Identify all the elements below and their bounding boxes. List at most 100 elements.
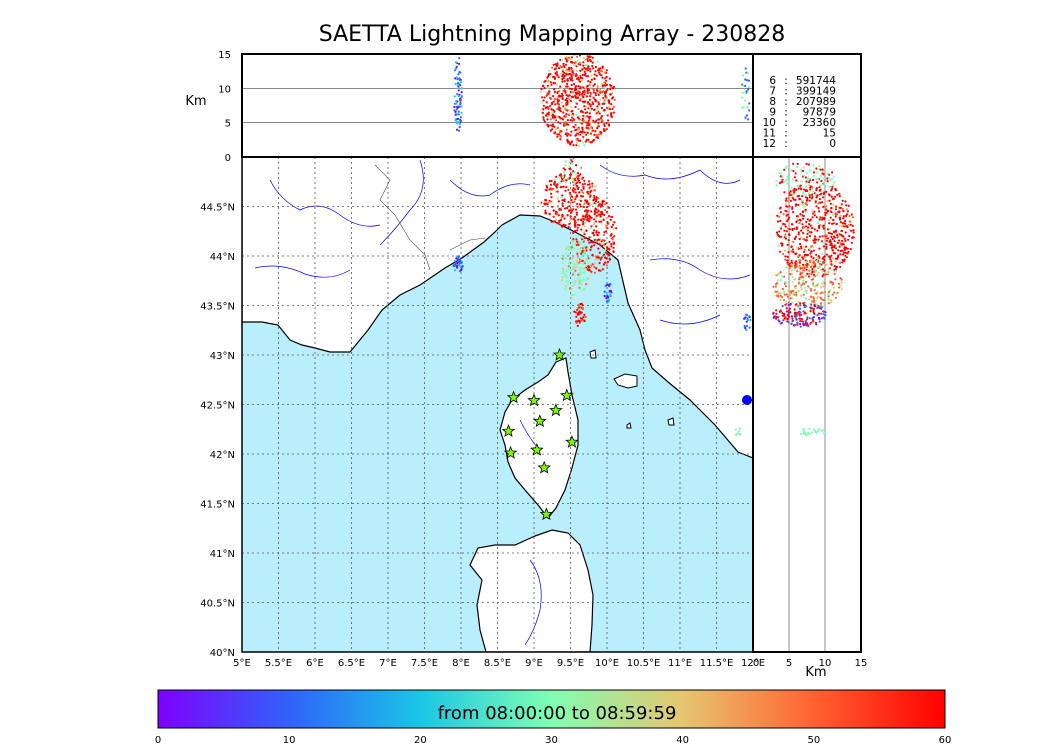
flash-point xyxy=(604,77,607,80)
flash-point xyxy=(814,285,817,288)
flash-point xyxy=(556,62,559,65)
top-y-tick-label: 0 xyxy=(225,153,231,164)
flash-point xyxy=(560,180,563,183)
flash-point xyxy=(570,208,573,211)
flash-point xyxy=(796,218,799,221)
flash-point xyxy=(801,320,804,323)
flash-point xyxy=(576,324,579,327)
flash-point xyxy=(777,244,780,247)
flash-point xyxy=(550,220,553,223)
flash-point xyxy=(567,280,570,283)
flash-point xyxy=(804,322,807,325)
flash-point xyxy=(779,294,782,297)
flash-point xyxy=(802,269,805,272)
flash-point xyxy=(745,328,748,331)
flash-point xyxy=(781,312,784,315)
flash-point xyxy=(602,109,606,112)
flash-point xyxy=(561,202,564,205)
flash-point xyxy=(554,179,557,182)
flash-point xyxy=(579,97,582,100)
flash-point xyxy=(459,71,462,74)
flash-point xyxy=(817,282,820,285)
flash-point xyxy=(833,244,837,247)
flash-point xyxy=(583,70,586,73)
border-line xyxy=(374,164,431,271)
flash-point xyxy=(823,269,826,272)
flash-point xyxy=(832,222,835,225)
flash-point xyxy=(578,93,581,97)
flash-point xyxy=(828,199,831,202)
flash-point xyxy=(778,320,781,323)
flash-point xyxy=(795,303,798,306)
flash-point xyxy=(556,205,559,208)
flash-point xyxy=(569,90,572,94)
flash-point xyxy=(582,56,585,60)
flash-point xyxy=(575,265,578,268)
flash-point xyxy=(835,266,838,269)
flash-point xyxy=(783,293,787,296)
flash-point xyxy=(772,312,775,315)
flash-point xyxy=(775,180,778,183)
flash-point xyxy=(590,210,593,213)
flash-point xyxy=(784,303,787,306)
flash-point xyxy=(613,85,616,88)
flash-point xyxy=(783,275,786,278)
flash-point xyxy=(795,264,798,267)
flash-point xyxy=(556,135,559,138)
flash-point xyxy=(577,311,580,314)
flash-point xyxy=(571,244,574,247)
flash-point xyxy=(457,258,460,262)
flash-point xyxy=(783,180,786,183)
station-count-label: 12 xyxy=(763,138,776,150)
flash-point xyxy=(605,121,608,125)
flash-point xyxy=(612,242,616,245)
right-x-tick-labels: 0 5 10 15 xyxy=(753,658,868,669)
flash-point xyxy=(458,125,461,129)
flash-point xyxy=(811,267,814,271)
flash-point xyxy=(575,164,578,167)
flash-point xyxy=(819,216,822,219)
flash-point xyxy=(609,255,612,258)
flash-point xyxy=(813,305,817,308)
flash-point xyxy=(576,229,579,232)
flash-point xyxy=(803,305,806,309)
flash-point xyxy=(577,303,580,306)
flash-point xyxy=(576,226,579,229)
flash-point xyxy=(597,247,600,250)
flash-point xyxy=(564,102,567,106)
flash-point xyxy=(591,182,594,185)
flash-point xyxy=(575,138,578,141)
flash-point xyxy=(821,201,824,204)
flash-point xyxy=(602,218,605,221)
flash-point xyxy=(800,284,803,287)
flash-point xyxy=(550,108,553,111)
flash-point xyxy=(602,263,606,266)
flash-point xyxy=(607,119,610,122)
colorbar-tick-label: 0 xyxy=(155,735,161,746)
flash-point xyxy=(812,428,816,431)
flash-point xyxy=(798,280,801,283)
flash-point xyxy=(590,263,593,266)
flash-point xyxy=(834,215,837,218)
flash-point xyxy=(785,214,788,217)
flash-point xyxy=(829,256,832,259)
flash-point xyxy=(827,271,830,274)
flash-point xyxy=(576,259,579,262)
flash-point xyxy=(782,291,785,294)
flash-point xyxy=(605,79,608,82)
flash-point xyxy=(574,101,577,104)
flash-point xyxy=(612,250,615,254)
flash-point xyxy=(827,290,831,293)
flash-point xyxy=(786,295,789,298)
flash-point xyxy=(584,216,587,219)
flash-point xyxy=(787,301,790,304)
flash-point xyxy=(600,211,603,214)
flash-point xyxy=(579,130,583,133)
flash-point xyxy=(563,75,566,78)
flash-point xyxy=(549,105,552,108)
flash-point xyxy=(783,191,786,194)
flash-point xyxy=(569,99,573,103)
flash-point xyxy=(597,121,600,125)
station-marker xyxy=(533,414,547,428)
flash-point xyxy=(588,140,591,143)
